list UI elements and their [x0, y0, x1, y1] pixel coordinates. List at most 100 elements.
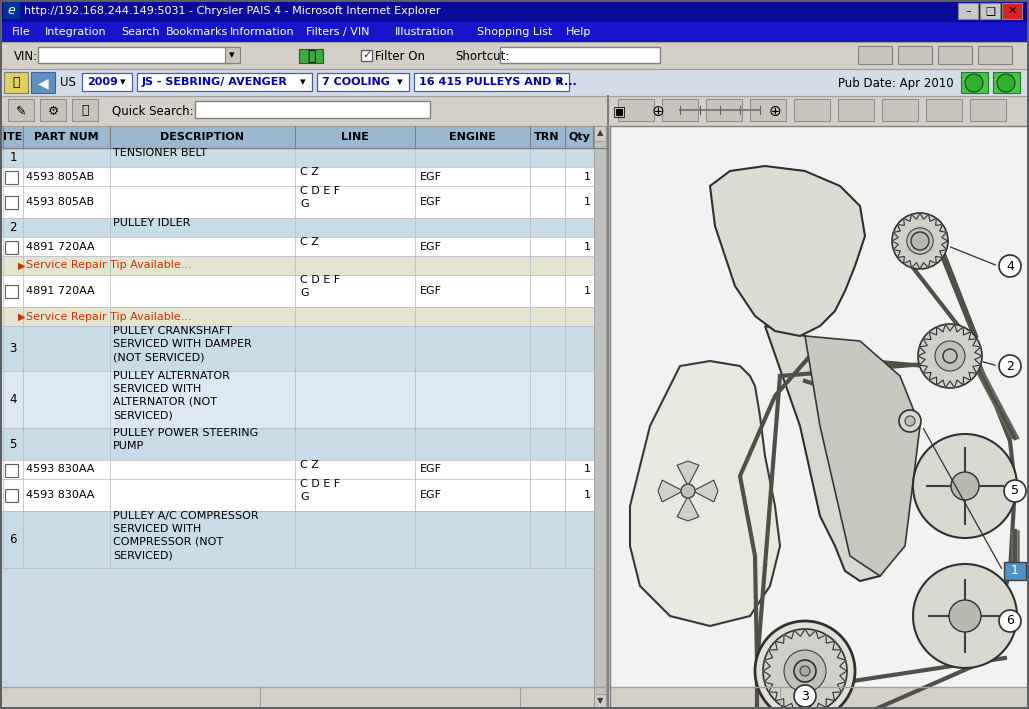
Ellipse shape [794, 660, 816, 682]
Text: VIN:: VIN: [14, 50, 38, 62]
Bar [8, 99, 34, 121]
Text: ◀: ◀ [38, 76, 48, 90]
Ellipse shape [935, 341, 965, 371]
Text: ▶: ▶ [17, 260, 26, 271]
Text: 1: 1 [584, 464, 591, 474]
Text: Service Repair Tip Available...: Service Repair Tip Available... [26, 260, 191, 271]
Polygon shape [693, 480, 718, 502]
Text: ▲: ▲ [597, 128, 603, 138]
Polygon shape [630, 361, 780, 626]
Text: C D E F: C D E F [300, 186, 341, 196]
Bar [610, 126, 1029, 709]
Text: e: e [7, 4, 14, 18]
Bar [0, 326, 594, 371]
Text: 4593 805AB: 4593 805AB [26, 197, 94, 207]
Bar [1027, 0, 1029, 709]
Bar [225, 47, 240, 63]
Bar [618, 99, 654, 121]
Text: SERVICED WITH: SERVICED WITH [113, 524, 202, 534]
Bar [31, 72, 55, 93]
Text: 1: 1 [584, 172, 591, 182]
Text: EGF: EGF [420, 197, 442, 207]
Text: ▾: ▾ [120, 77, 126, 87]
Text: PULLEY ALTERNATOR: PULLEY ALTERNATOR [113, 371, 229, 381]
Text: Filters / VIN: Filters / VIN [307, 27, 369, 37]
Bar [299, 49, 323, 63]
Bar [3, 2, 20, 19]
Text: 1: 1 [584, 197, 591, 207]
Bar [838, 99, 874, 121]
Text: 6: 6 [9, 533, 16, 546]
Bar [414, 73, 569, 91]
Bar [1004, 562, 1026, 580]
Text: 1: 1 [584, 286, 591, 296]
Bar [0, 96, 608, 126]
Text: PULLEY POWER STEERING: PULLEY POWER STEERING [113, 428, 258, 438]
Text: 🚛: 🚛 [307, 49, 315, 63]
Bar [38, 47, 233, 63]
Text: ✎: ✎ [15, 104, 27, 118]
Bar [0, 568, 594, 709]
Text: ITE: ITE [3, 132, 23, 142]
Text: DESCRIPTION: DESCRIPTION [159, 132, 244, 142]
Text: Shortcut:: Shortcut: [455, 50, 509, 62]
Text: EGF: EGF [420, 242, 442, 252]
Bar [0, 22, 1029, 42]
Text: ▾: ▾ [557, 77, 563, 87]
Text: ▾: ▾ [397, 77, 402, 87]
Text: TENSIONER BELT: TENSIONER BELT [113, 148, 207, 158]
Bar [0, 42, 1029, 69]
Text: (NOT SERVICED): (NOT SERVICED) [113, 352, 205, 362]
Text: PULLEY IDLER: PULLEY IDLER [113, 218, 190, 228]
Bar [5, 196, 17, 209]
Text: Filter On: Filter On [375, 50, 425, 62]
Bar [594, 126, 606, 141]
Bar [0, 126, 606, 709]
Bar [0, 307, 594, 326]
Bar [958, 3, 978, 19]
Polygon shape [805, 336, 920, 576]
Text: EGF: EGF [420, 490, 442, 500]
Bar [5, 285, 17, 298]
Ellipse shape [907, 228, 933, 255]
Text: JS - SEBRING/ AVENGER: JS - SEBRING/ AVENGER [142, 77, 288, 87]
Text: G: G [300, 288, 309, 298]
Bar [961, 72, 988, 93]
Polygon shape [765, 326, 904, 581]
Bar [938, 46, 972, 64]
Text: ⚙: ⚙ [47, 104, 59, 118]
Bar [0, 0, 1029, 2]
Text: EGF: EGF [420, 172, 442, 182]
Bar [0, 371, 594, 428]
Text: –: – [965, 6, 970, 16]
Text: ❑: ❑ [985, 6, 995, 16]
Bar [858, 46, 892, 64]
Bar [706, 99, 742, 121]
Text: ⊕: ⊕ [651, 104, 665, 118]
Bar [196, 101, 430, 118]
Polygon shape [677, 461, 699, 486]
Text: Service Repair Tip Available...: Service Repair Tip Available... [26, 311, 191, 321]
Text: 4: 4 [1006, 259, 1014, 272]
Polygon shape [892, 213, 948, 269]
Text: ✕: ✕ [1007, 6, 1017, 16]
Bar [0, 167, 594, 186]
Text: ⊕: ⊕ [769, 104, 781, 118]
Text: ▼: ▼ [597, 696, 603, 705]
Text: C Z: C Z [300, 460, 319, 470]
Text: 16 415 PULLEYS AND R...: 16 415 PULLEYS AND R... [419, 77, 576, 87]
Text: 7 COOLING: 7 COOLING [322, 77, 390, 87]
Bar [0, 126, 606, 148]
Ellipse shape [755, 621, 855, 709]
Bar [610, 96, 1029, 126]
Bar [5, 240, 17, 254]
Text: Information: Information [230, 27, 294, 37]
Bar [0, 69, 1029, 96]
Text: EGF: EGF [420, 286, 442, 296]
Text: 4593 830AA: 4593 830AA [26, 490, 95, 500]
Text: http://192.168.244.149:5031 - Chrysler PAIS 4 - Microsoft Internet Explorer: http://192.168.244.149:5031 - Chrysler P… [24, 6, 440, 16]
Text: 4: 4 [9, 393, 16, 406]
Text: SERVICED WITH DAMPER: SERVICED WITH DAMPER [113, 339, 252, 349]
Text: C Z: C Z [300, 167, 319, 177]
Text: 1: 1 [584, 242, 591, 252]
